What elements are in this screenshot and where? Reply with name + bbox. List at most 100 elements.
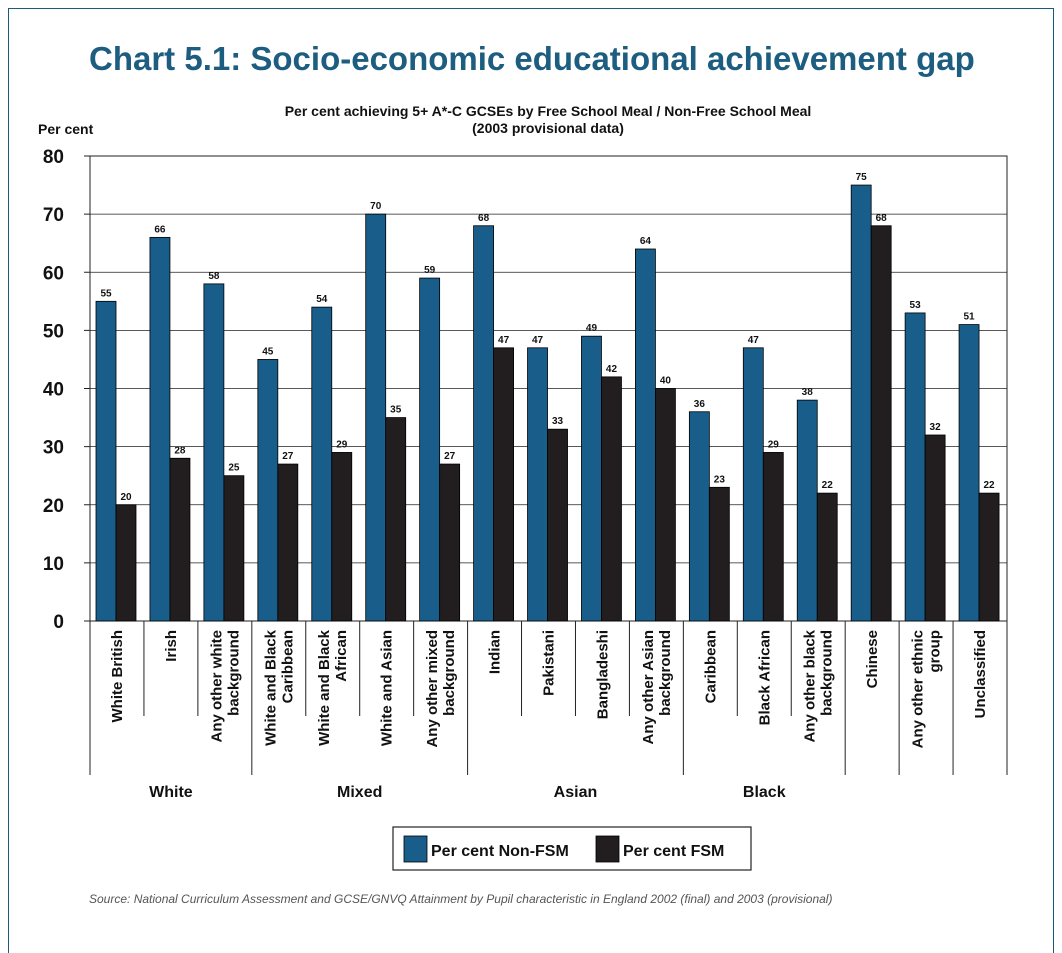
bar-fsm xyxy=(439,463,461,622)
bar-fsm xyxy=(924,434,946,622)
value-label: 59 xyxy=(424,265,436,276)
category-label-line: Pakistani xyxy=(541,630,558,696)
value-label: 20 xyxy=(120,492,132,503)
chart-title: Chart 5.1: Socio-economic educational ac… xyxy=(89,40,975,77)
chart-subtitle-line: Per cent achieving 5+ A*-C GCSEs by Free… xyxy=(285,103,812,119)
y-tick-label: 30 xyxy=(43,438,64,459)
bar-nonfsm xyxy=(149,236,171,622)
value-label: 68 xyxy=(876,213,888,224)
category-label: Bangladeshi xyxy=(594,630,611,719)
category-label-line: Any other mixed xyxy=(424,630,441,748)
value-label: 27 xyxy=(444,451,456,462)
category-label: Indian xyxy=(487,630,504,674)
value-label: 45 xyxy=(262,346,274,357)
group-label: Asian xyxy=(554,784,598,801)
source-note: Source: National Curriculum Assessment a… xyxy=(89,892,833,906)
category-label: Any other ethnicgroup xyxy=(910,630,944,748)
category-label-line: Black African xyxy=(756,630,773,725)
bar-fsm xyxy=(708,486,730,622)
category-label-line: Any other black xyxy=(802,629,819,742)
bar-fsm xyxy=(762,452,784,622)
value-label: 53 xyxy=(910,300,922,311)
bar-fsm xyxy=(277,463,299,622)
legend-swatch-nonfsm xyxy=(403,835,428,863)
category-label-line: Irish xyxy=(163,630,180,662)
value-label: 51 xyxy=(963,312,975,323)
legend-box xyxy=(392,826,752,871)
bar-nonfsm xyxy=(904,312,926,622)
bar-fsm xyxy=(816,492,838,622)
chart-frame xyxy=(8,8,1054,953)
value-label: 29 xyxy=(768,439,780,450)
category-label-line: background xyxy=(657,630,674,716)
bar-nonfsm xyxy=(742,347,764,622)
category-label: Pakistani xyxy=(541,630,558,696)
bar-fsm xyxy=(978,492,1000,622)
bar-nonfsm xyxy=(581,335,602,622)
legend-label-fsm: Per cent FSM xyxy=(623,843,724,860)
category-label: Chinese xyxy=(864,630,881,688)
category-label-line: Caribbean xyxy=(279,630,296,703)
category-label-line: Any other white xyxy=(208,630,225,743)
bar-nonfsm xyxy=(958,324,980,622)
category-label: White and Asian xyxy=(379,630,396,746)
value-label: 54 xyxy=(316,294,328,305)
bar-nonfsm xyxy=(419,277,441,622)
bar-fsm xyxy=(870,225,892,622)
value-label: 64 xyxy=(640,236,652,247)
bar-nonfsm xyxy=(257,359,279,622)
category-label: Any other mixedbackground xyxy=(424,630,458,748)
y-tick-label: 20 xyxy=(43,496,64,517)
category-label-line: Any other ethnic xyxy=(910,630,927,748)
value-label: 27 xyxy=(282,451,294,462)
category-label-line: background xyxy=(819,630,836,716)
legend-label-nonfsm: Per cent Non-FSM xyxy=(431,843,569,860)
value-label: 40 xyxy=(660,376,672,387)
bar-fsm xyxy=(331,452,353,622)
bar-fsm xyxy=(169,457,191,622)
value-label: 42 xyxy=(606,364,618,375)
group-label: Black xyxy=(743,784,786,801)
category-label: Any other Asianbackground xyxy=(640,630,674,744)
value-label: 38 xyxy=(802,387,814,398)
category-label-line: White and Asian xyxy=(379,630,396,746)
bar-nonfsm xyxy=(527,347,548,622)
bar-fsm xyxy=(655,388,676,622)
bar-fsm xyxy=(601,376,622,622)
value-label: 22 xyxy=(983,480,995,491)
legend-swatch-fsm xyxy=(595,835,620,863)
y-tick-label: 0 xyxy=(53,612,64,633)
y-tick-label: 70 xyxy=(43,205,64,226)
bar-fsm xyxy=(385,417,407,622)
category-label: Any other blackbackground xyxy=(802,629,836,742)
category-label-line: Chinese xyxy=(864,630,881,688)
bar-nonfsm xyxy=(635,248,656,622)
bar-fsm xyxy=(547,428,568,622)
bar-nonfsm xyxy=(95,300,117,622)
group-label: White xyxy=(149,784,193,801)
category-label-line: group xyxy=(927,630,944,673)
category-label-line: Any other Asian xyxy=(640,630,657,744)
value-label: 68 xyxy=(478,213,490,224)
y-tick-label: 10 xyxy=(43,554,64,575)
category-label: Irish xyxy=(163,630,180,662)
category-label-line: White British xyxy=(109,630,126,723)
category-label: White and BlackCaribbean xyxy=(262,629,296,746)
value-label: 33 xyxy=(552,416,564,427)
category-label-line: White and Black xyxy=(316,629,333,746)
group-label: Mixed xyxy=(337,784,382,801)
y-tick-label: 50 xyxy=(43,321,64,342)
category-label-line: African xyxy=(333,630,350,682)
bar-fsm xyxy=(493,347,514,622)
value-label: 36 xyxy=(694,399,706,410)
value-label: 70 xyxy=(370,201,382,212)
bar-nonfsm xyxy=(850,184,872,622)
bar-fsm xyxy=(223,475,245,622)
bar-nonfsm xyxy=(311,306,333,622)
value-label: 49 xyxy=(586,323,598,334)
y-tick-label: 60 xyxy=(43,263,64,284)
category-label: White British xyxy=(109,630,126,723)
category-label-line: Caribbean xyxy=(702,630,719,703)
bar-fsm xyxy=(115,504,137,622)
